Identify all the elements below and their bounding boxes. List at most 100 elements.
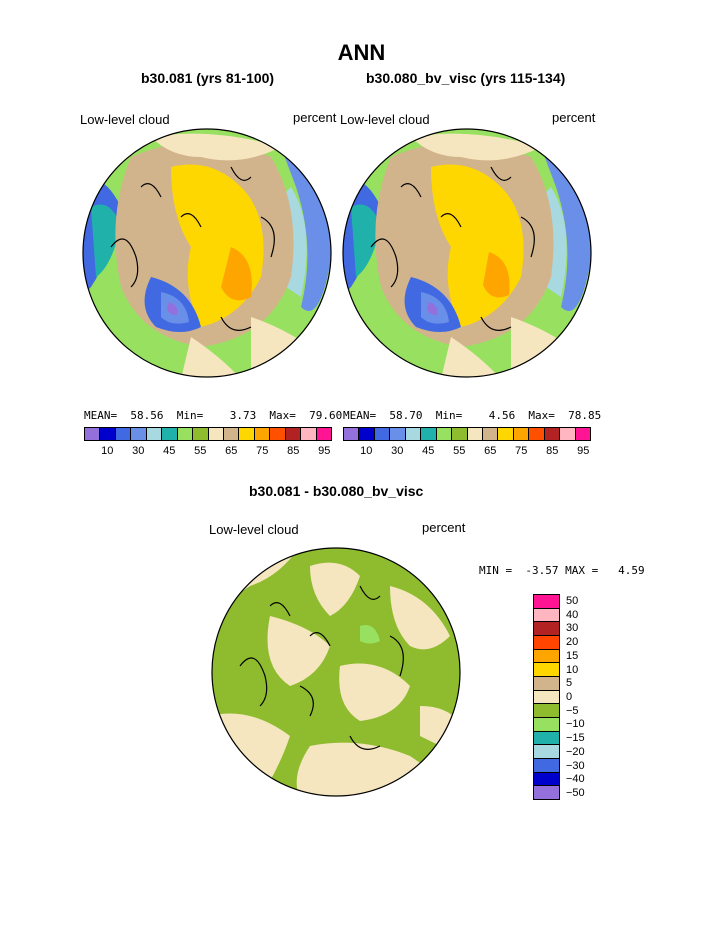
colorbar-swatch: [162, 428, 178, 440]
colorbar-swatch: [115, 428, 132, 440]
colorbar-tick-label: 10: [360, 445, 373, 457]
colorbar-swatch: [193, 428, 209, 440]
left-field-label: Low-level cloud: [80, 112, 170, 127]
colorbar-tick-label: 45: [163, 445, 176, 457]
colorbar-swatch: [534, 704, 559, 719]
colorbar-tick-label: 5: [566, 677, 573, 690]
diff-subtitle: b30.081 - b30.080_bv_visc: [249, 483, 424, 499]
colorbar-swatch: [421, 428, 437, 440]
left-colorbar-ticks: 10 30 45 55 65 75 85 95: [84, 445, 332, 459]
colorbar-swatch: [534, 745, 559, 760]
colorbar-swatch: [534, 759, 559, 773]
colorbar-swatch: [560, 428, 576, 440]
colorbar-tick-label: 65: [484, 445, 497, 457]
colorbar-tick-label: 55: [453, 445, 466, 457]
colorbar-swatch: [534, 649, 559, 664]
colorbar-tick-label: 30: [132, 445, 145, 457]
colorbar-swatch: [452, 428, 468, 440]
colorbar-tick-label: 45: [422, 445, 435, 457]
left-stats: MEAN= 58.56 Min= 3.73 Max= 79.60: [84, 409, 343, 422]
colorbar-tick-label: 40: [566, 608, 579, 621]
right-colorbar-ticks: 10 30 45 55 65 75 85 95: [343, 445, 591, 459]
colorbar-swatch: [239, 428, 255, 440]
colorbar-swatch: [436, 428, 453, 440]
colorbar-swatch: [316, 428, 331, 440]
colorbar-tick-label: 0: [566, 691, 573, 703]
colorbar-tick-label: 85: [287, 445, 300, 457]
colorbar-swatch: [208, 428, 224, 440]
colorbar-tick-label: 75: [515, 445, 528, 457]
colorbar-tick-label: −15: [566, 732, 585, 745]
colorbar-swatch: [285, 428, 302, 440]
colorbar-swatch: [301, 428, 317, 440]
colorbar-tick-label: 65: [225, 445, 238, 457]
diff-field-label: Low-level cloud: [209, 522, 299, 537]
diff-colorbar-ticks: 50 40 30 20 15 10 5 0 −5 −10 −15 −20 −30 −40 −50: [566, 594, 626, 800]
colorbar-tick-label: 95: [577, 445, 590, 457]
colorbar-swatch: [254, 428, 271, 440]
left-colorbar: [84, 427, 332, 441]
colorbar-tick-label: 30: [566, 622, 579, 635]
diff-polar-map: [211, 547, 461, 797]
colorbar-swatch: [534, 622, 559, 637]
colorbar-swatch: [534, 690, 559, 705]
colorbar-swatch: [534, 786, 559, 800]
colorbar-tick-label: −40: [566, 773, 585, 786]
colorbar-swatch: [575, 428, 590, 440]
colorbar-swatch: [270, 428, 286, 440]
colorbar-tick-label: 15: [566, 649, 579, 662]
colorbar-tick-label: 20: [566, 636, 579, 649]
colorbar-tick-label: 95: [318, 445, 331, 457]
colorbar-tick-label: −30: [566, 759, 585, 772]
right-colorbar: [343, 427, 591, 441]
diff-units-label: percent: [422, 520, 466, 535]
colorbar-swatch: [534, 595, 559, 609]
colorbar-swatch: [85, 428, 101, 440]
colorbar-swatch: [482, 428, 499, 440]
colorbar-swatch: [498, 428, 514, 440]
colorbar-swatch: [344, 428, 360, 440]
colorbar-swatch: [177, 428, 194, 440]
diff-colorbar: [533, 594, 560, 800]
colorbar-tick-label: −20: [566, 745, 585, 758]
colorbar-swatch: [534, 772, 559, 787]
colorbar-swatch: [534, 718, 559, 732]
colorbar-tick-label: 50: [566, 594, 579, 607]
right-subtitle: b30.080_bv_visc (yrs 115-134): [366, 70, 566, 86]
colorbar-swatch: [131, 428, 147, 440]
colorbar-tick-label: 10: [566, 663, 579, 676]
colorbar-swatch: [534, 677, 559, 691]
colorbar-tick-label: −10: [566, 718, 585, 731]
colorbar-tick-label: 10: [101, 445, 114, 457]
colorbar-swatch: [223, 428, 240, 440]
colorbar-tick-label: −5: [566, 704, 579, 717]
colorbar-swatch: [405, 428, 422, 440]
colorbar-swatch: [100, 428, 116, 440]
right-polar-map: [342, 128, 592, 378]
colorbar-tick-label: 85: [546, 445, 559, 457]
colorbar-swatch: [359, 428, 375, 440]
colorbar-swatch: [529, 428, 545, 440]
colorbar-swatch: [513, 428, 530, 440]
colorbar-swatch: [146, 428, 163, 440]
colorbar-swatch: [544, 428, 561, 440]
colorbar-swatch: [467, 428, 483, 440]
colorbar-tick-label: 30: [391, 445, 404, 457]
left-units-label: percent: [293, 110, 337, 125]
colorbar-tick-label: 75: [256, 445, 269, 457]
right-units-label: percent: [552, 110, 596, 125]
diff-stats: MIN = -3.57 MAX = 4.59: [479, 564, 645, 577]
colorbar-swatch: [534, 663, 559, 678]
colorbar-tick-label: −50: [566, 787, 585, 800]
colorbar-swatch: [534, 731, 559, 746]
colorbar-swatch: [534, 608, 559, 623]
colorbar-swatch: [374, 428, 391, 440]
left-polar-map: [82, 128, 332, 378]
colorbar-swatch: [534, 636, 559, 650]
right-stats: MEAN= 58.70 Min= 4.56 Max= 78.85: [343, 409, 602, 422]
left-subtitle: b30.081 (yrs 81-100): [141, 70, 275, 86]
colorbar-tick-label: 55: [194, 445, 207, 457]
colorbar-swatch: [390, 428, 406, 440]
right-field-label: Low-level cloud: [340, 112, 430, 127]
page-title: ANN: [337, 40, 386, 65]
